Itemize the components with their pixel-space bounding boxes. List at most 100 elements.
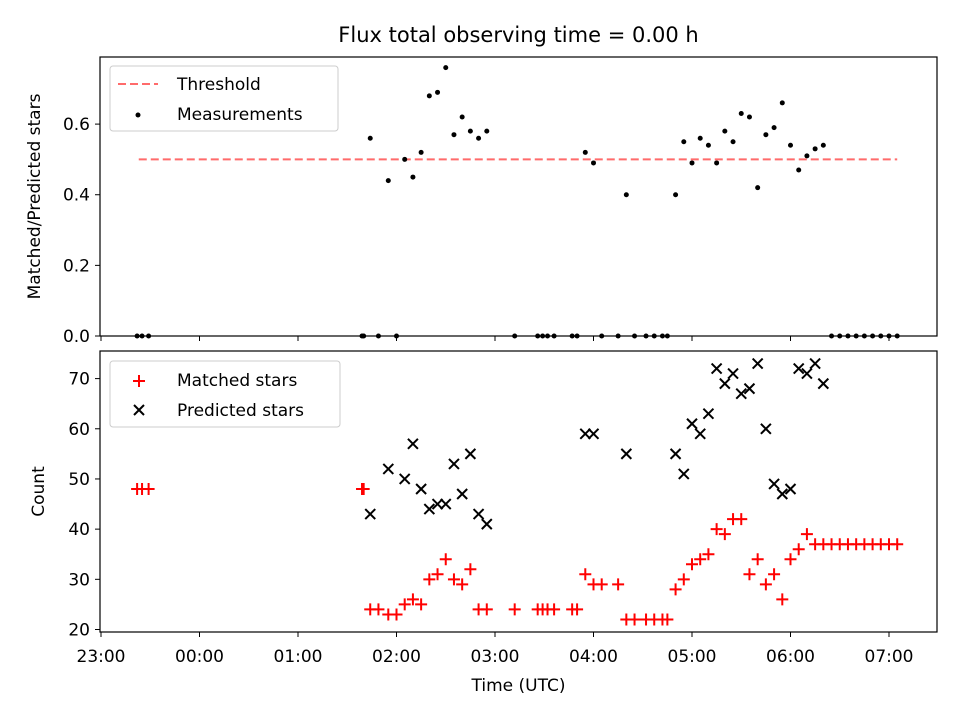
matched-point [718, 528, 731, 541]
matched-point [628, 613, 641, 626]
measurement-point [574, 333, 580, 339]
predicted-point [735, 387, 747, 400]
bottom-ytick-label: 30 [68, 570, 90, 590]
measurement-point [730, 139, 736, 145]
bottom-y-axis-label: Count [29, 466, 49, 517]
x-axis-label: Time (UTC) [471, 676, 566, 696]
top-ytick-label: 0.6 [63, 115, 90, 135]
measurement-point [643, 333, 649, 339]
matched-point [710, 523, 723, 536]
measurement-point [418, 149, 424, 155]
predicted-point [382, 463, 394, 475]
predicted-point [440, 498, 452, 510]
measurement-point [443, 65, 449, 71]
predicted-point [364, 508, 376, 520]
measurement-point [545, 333, 551, 339]
bottom-ytick-label: 40 [68, 520, 90, 540]
predicted-point [481, 518, 493, 530]
measurement-point [426, 93, 432, 99]
measurement-point [591, 160, 596, 166]
predicted-point [743, 382, 756, 395]
legend-matched-label: Matched stars [177, 371, 297, 391]
measurement-point [779, 100, 785, 106]
measurement-point [664, 333, 670, 339]
legend-measurement-swatch [135, 112, 141, 118]
legend-matched-swatch [133, 375, 145, 387]
matched-point [406, 593, 419, 606]
measurement-point [738, 111, 744, 117]
measurement-point [402, 156, 408, 162]
predicted-point [719, 377, 731, 390]
xtick-label: 07:00 [865, 647, 914, 667]
bottom-plot-frame [99, 350, 938, 633]
matched-point [548, 603, 561, 616]
bottom-y-ticks: 20 30 40 50 60 70 [68, 370, 100, 640]
matched-point [595, 578, 608, 591]
matched-point [735, 513, 748, 526]
matched-point [759, 578, 772, 591]
measurement-point [146, 333, 152, 339]
predicted-point [776, 488, 788, 500]
measurement-point [796, 167, 802, 173]
predicted-points [364, 357, 830, 530]
measurement-point [540, 333, 546, 339]
measurement-point [582, 149, 588, 155]
measurement-points [134, 65, 900, 339]
measurement-point [467, 128, 473, 134]
matched-points [131, 482, 904, 626]
matched-point [415, 598, 428, 611]
measurement-point [820, 142, 826, 148]
matched-point [702, 548, 715, 561]
matched-point [431, 568, 444, 581]
matched-point [464, 563, 477, 576]
measurement-point [763, 132, 769, 138]
matched-point [372, 603, 385, 616]
measurement-point [697, 135, 703, 141]
matched-point [142, 482, 155, 495]
predicted-point [448, 458, 460, 470]
matched-point [677, 573, 690, 586]
predicted-point [760, 423, 772, 435]
measurement-point [484, 128, 490, 134]
measurement-point [375, 333, 381, 339]
measurement-point [435, 89, 441, 95]
measurement-point [459, 114, 465, 120]
top-x-ticks [100, 336, 890, 341]
predicted-point [678, 468, 690, 480]
measurement-point [812, 146, 818, 152]
xtick-label: 03:00 [471, 647, 520, 667]
top-y-ticks: 0.0 0.2 0.4 0.6 [63, 115, 100, 347]
measurement-point [845, 333, 851, 339]
measurement-point [673, 192, 679, 198]
measurement-point [651, 333, 657, 339]
matched-point [776, 593, 789, 606]
measurement-point [837, 333, 843, 339]
measurement-point [599, 333, 605, 339]
matched-point [784, 553, 797, 566]
xtick-label: 01:00 [274, 647, 323, 667]
predicted-point [423, 503, 436, 515]
matched-point [480, 603, 493, 616]
measurement-point [569, 333, 575, 339]
measurement-point [367, 135, 373, 141]
matched-point [800, 528, 813, 541]
matched-point [891, 538, 904, 551]
matched-point [571, 603, 584, 616]
predicted-point [415, 483, 427, 495]
predicted-point [694, 428, 706, 440]
bottom-legend-box [109, 360, 341, 428]
measurement-point [804, 153, 810, 159]
measurement-point [394, 333, 399, 339]
top-legend: Threshold Measurements [109, 65, 339, 132]
measurement-point [722, 128, 728, 134]
predicted-point [587, 428, 600, 440]
legend-threshold-label: Threshold [176, 75, 261, 95]
bottom-ytick-label: 50 [68, 470, 90, 490]
predicted-point [456, 488, 468, 500]
legend-predicted-label: Predicted stars [177, 401, 304, 421]
predicted-point [472, 508, 485, 520]
matched-point [398, 598, 411, 611]
measurement-point [714, 160, 720, 166]
measurement-point [615, 333, 621, 339]
measurement-point [878, 333, 884, 339]
